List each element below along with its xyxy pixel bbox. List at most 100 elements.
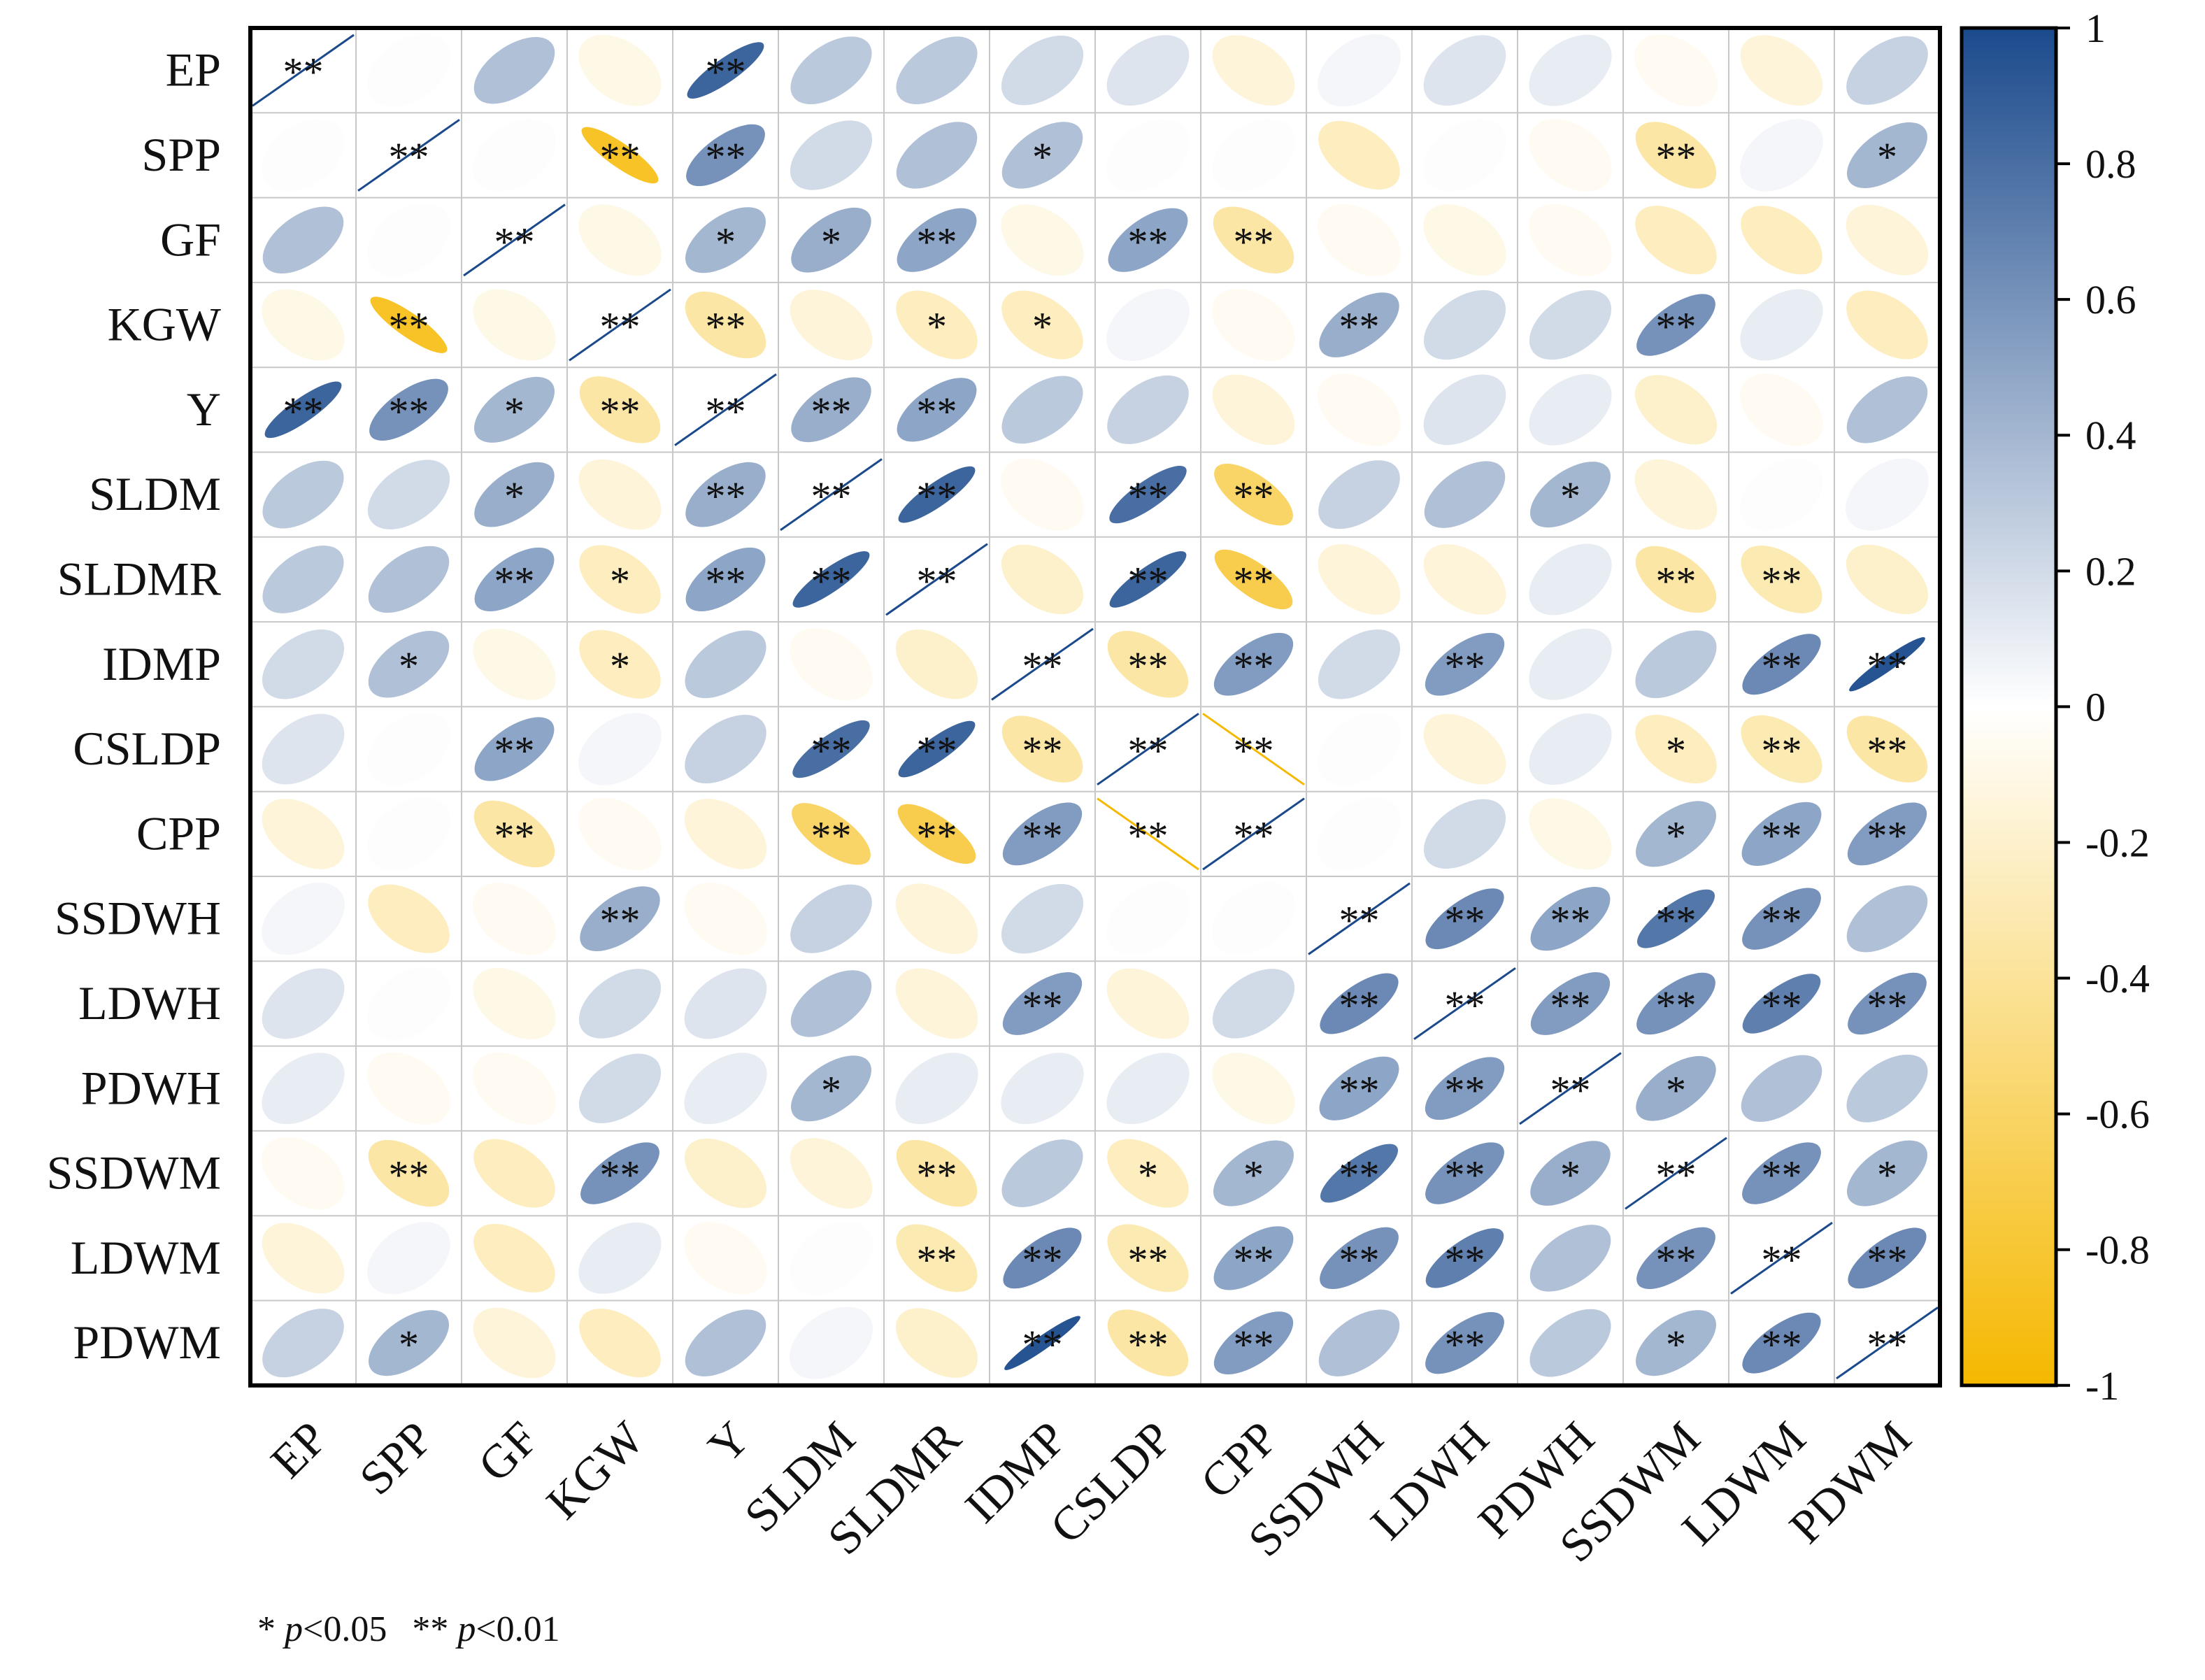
cell-Y-SLDM: ** — [791, 377, 871, 443]
cell-CPP-EP — [262, 798, 345, 869]
correlation-ellipse — [1846, 544, 1929, 615]
row-label-LDWM: LDWM — [71, 1231, 221, 1284]
correlation-ellipse — [1107, 375, 1189, 444]
cell-PDWM-PDWM: ** — [1836, 1307, 1939, 1380]
column-label-GF: GF — [468, 1411, 548, 1492]
correlation-ellipse — [1106, 968, 1190, 1039]
cell-EP-LDWH — [1423, 35, 1506, 106]
cell-SPP-IDMP: * — [1001, 122, 1083, 189]
cell-SSDWH-CSLDP — [1106, 882, 1190, 955]
column-label-Y: Y — [698, 1411, 759, 1473]
cell-IDMP-EP — [262, 629, 345, 699]
correlation-ellipse — [1106, 118, 1190, 192]
cell-SLDM-IDMP — [1001, 458, 1084, 531]
correlation-ellipse — [898, 466, 976, 523]
significance-mark: ** — [1234, 558, 1274, 604]
correlation-ellipse — [790, 36, 872, 105]
significance-mark: ** — [1339, 1237, 1380, 1283]
correlation-ellipse — [473, 883, 556, 955]
row-label-SLDMR: SLDMR — [57, 552, 222, 605]
correlation-ellipse — [1425, 1142, 1504, 1204]
correlation-ellipse — [1846, 1054, 1928, 1123]
correlation-ellipse — [1002, 802, 1083, 866]
cell-CPP-SSDWH — [1317, 797, 1401, 871]
cell-GF-GF: ** — [463, 204, 566, 277]
correlation-ellipse — [262, 289, 345, 361]
cell-SLDM-SSDWM — [1634, 459, 1718, 530]
cell-SSDWM-LDWM: ** — [1742, 1142, 1821, 1204]
correlation-line — [357, 118, 460, 192]
colorbar-tick-label: 1 — [2085, 6, 2106, 51]
cell-CPP-PDWH — [1529, 798, 1612, 870]
cell-SLDMR-PDWH — [1529, 543, 1612, 615]
correlation-ellipse — [896, 1224, 978, 1293]
significance-mark: * — [1877, 1153, 1897, 1198]
correlation-ellipse — [1634, 34, 1718, 107]
correlation-ellipse — [262, 460, 344, 529]
correlation-ellipse — [1211, 882, 1296, 955]
significance-mark: ** — [1445, 1237, 1485, 1283]
cell-PDWH-CSLDP — [1106, 1053, 1190, 1125]
row-label-SSDWH: SSDWH — [55, 892, 221, 945]
correlation-ellipse — [473, 289, 556, 361]
significance-mark: * — [1666, 813, 1686, 858]
cell-SSDWH-PDWM — [1846, 885, 1928, 953]
cell-LDWH-EP — [262, 968, 345, 1039]
correlation-ellipse — [897, 208, 977, 272]
correlation-ellipse — [685, 547, 766, 612]
cell-SLDMR-CSLDP: ** — [1109, 551, 1187, 608]
correlation-ellipse — [1106, 288, 1190, 362]
cell-LDWM-IDMP: ** — [1003, 1227, 1082, 1289]
correlation-ellipse — [685, 1309, 766, 1376]
correlation-ellipse — [1212, 969, 1295, 1039]
cell-SLDMR-SLDM: ** — [792, 551, 870, 608]
correlation-line — [1308, 882, 1411, 955]
correlation-ellipse — [1425, 1057, 1505, 1120]
cell-KGW-PDWM — [1846, 290, 1928, 360]
correlation-ellipse — [1530, 972, 1611, 1035]
correlation-ellipse — [473, 967, 556, 1039]
correlation-ellipse — [684, 1138, 767, 1209]
cell-SPP-CSLDP — [1106, 118, 1190, 192]
correlation-ellipse — [1214, 463, 1293, 526]
cell-SSDWM-SLDMR: ** — [896, 1139, 978, 1207]
significance-mark: ** — [1445, 1322, 1485, 1367]
correlation-ellipse — [1529, 1225, 1611, 1292]
significance-mark: ** — [917, 558, 957, 604]
cell-IDMP-CSLDP: ** — [1107, 631, 1189, 698]
cell-CSLDP-IDMP: ** — [1001, 716, 1083, 783]
correlation-ellipse — [789, 1221, 873, 1295]
cell-GF-LDWM — [1741, 206, 1822, 275]
cell-CPP-PDWM: ** — [1847, 802, 1927, 866]
significance-mark: ** — [1762, 643, 1802, 689]
cell-Y-LDWM — [1740, 373, 1823, 446]
cell-LDWM-LDWH: ** — [1425, 1228, 1504, 1288]
cell-PDWM-LDWH: ** — [1425, 1311, 1504, 1374]
significance-mark: ** — [494, 219, 535, 264]
correlation-ellipse — [1739, 458, 1824, 532]
correlation-ellipse — [684, 798, 767, 869]
correlation-ellipse — [792, 720, 870, 778]
cell-SLDMR-SPP — [368, 546, 450, 613]
p01-threshold: <0.01 — [476, 1609, 560, 1649]
significance-mark: ** — [389, 304, 429, 350]
cell-SLDMR-IDMP — [1001, 544, 1084, 615]
cell-GF-SSDWH — [1318, 204, 1401, 276]
cell-LDWH-SLDM — [790, 970, 872, 1037]
correlation-ellipse — [1846, 204, 1929, 276]
significance-mark: ** — [1128, 643, 1169, 689]
colorbar-tick-label: 0 — [2085, 684, 2106, 729]
correlation-ellipse — [578, 459, 662, 530]
cell-PDWH-GF — [473, 1052, 556, 1125]
cell-GF-KGW — [578, 204, 662, 276]
cell-LDWM-SSDWM: ** — [1636, 1227, 1715, 1290]
correlation-ellipse — [1001, 204, 1084, 276]
correlation-ellipse — [579, 1309, 661, 1378]
correlation-ellipse — [1001, 122, 1083, 189]
significance-mark: * — [715, 219, 736, 264]
row-label-SLDM: SLDM — [89, 467, 221, 520]
correlation-ellipse — [366, 712, 451, 786]
cell-SPP-PDWH — [1529, 119, 1612, 192]
significance-mark: ** — [917, 219, 957, 264]
row-label-KGW: KGW — [108, 298, 222, 351]
